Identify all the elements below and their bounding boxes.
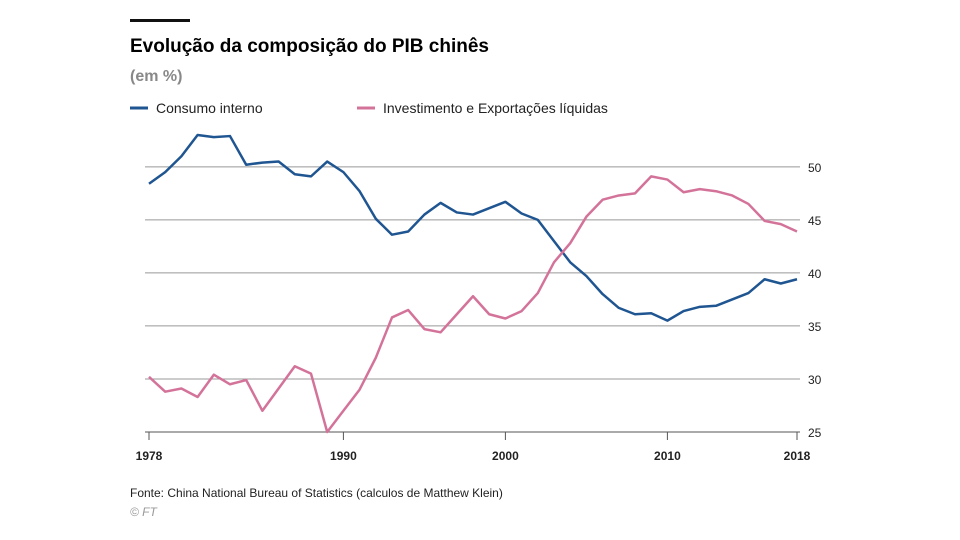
series-line bbox=[148, 133, 798, 322]
series-line bbox=[148, 175, 798, 434]
y-tick-label: 40 bbox=[808, 267, 822, 281]
chart-subtitle: (em %) bbox=[130, 68, 182, 85]
x-tick-label: 2018 bbox=[784, 449, 811, 463]
x-tick-label: 2000 bbox=[492, 449, 519, 463]
y-tick-label: 45 bbox=[808, 214, 822, 228]
x-tick-label: 1978 bbox=[136, 449, 163, 463]
y-tick-label: 30 bbox=[808, 373, 822, 387]
title-bar bbox=[130, 19, 190, 22]
chart-title: Evolução da composição do PIB chinês bbox=[130, 36, 489, 57]
y-tick-label: 50 bbox=[808, 161, 822, 175]
legend-label: Investimento e Exportações líquidas bbox=[383, 100, 608, 116]
credit: © FT bbox=[130, 505, 159, 519]
y-tick-label: 35 bbox=[808, 320, 822, 334]
source: Fonte: China National Bureau of Statisti… bbox=[130, 486, 503, 500]
legend-label: Consumo interno bbox=[156, 100, 263, 116]
x-tick-label: 2010 bbox=[654, 449, 681, 463]
x-tick-label: 1990 bbox=[330, 449, 357, 463]
y-tick-label: 25 bbox=[808, 426, 822, 440]
